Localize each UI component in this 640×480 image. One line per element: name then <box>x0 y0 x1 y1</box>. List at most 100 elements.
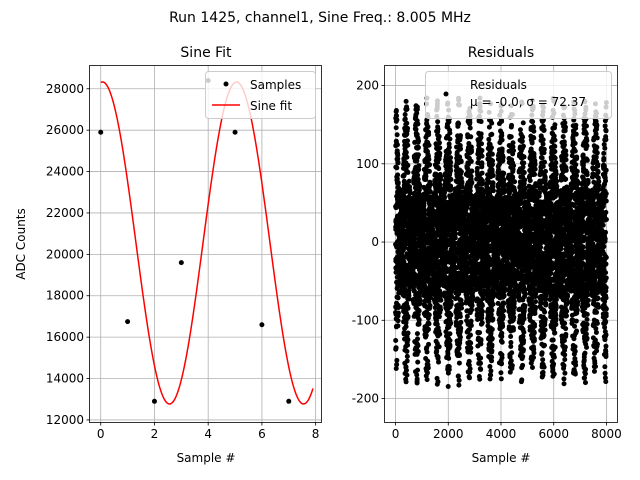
residual-point <box>425 326 431 332</box>
residual-point <box>490 158 496 164</box>
residual-point <box>436 133 442 139</box>
residual-point <box>412 235 418 241</box>
residual-point <box>469 168 475 174</box>
residual-point <box>422 283 428 289</box>
sample-point <box>151 398 157 404</box>
residual-point <box>521 337 527 343</box>
residual-point <box>468 318 474 324</box>
legend-samples-marker <box>223 81 229 87</box>
residual-point <box>436 359 442 365</box>
residual-point <box>519 377 525 383</box>
residual-point <box>520 143 526 149</box>
residual-point <box>406 296 412 302</box>
residual-point <box>414 110 420 116</box>
sine-fit-ytick-label: 20000 <box>46 247 84 261</box>
residual-point <box>501 308 507 314</box>
residual-point <box>448 159 454 165</box>
residual-point <box>394 132 400 138</box>
sine-fit-xtick-label: 2 <box>151 427 159 441</box>
residual-point <box>487 363 493 369</box>
residual-point <box>501 293 507 299</box>
residual-point <box>490 180 496 186</box>
residual-point <box>500 154 506 160</box>
sine-fit-xtick-label: 4 <box>204 427 212 441</box>
residual-point <box>436 344 442 350</box>
residual-point <box>402 244 408 250</box>
residual-point <box>456 121 462 127</box>
residual-point <box>425 358 431 364</box>
residual-point <box>436 314 442 320</box>
residual-point <box>459 189 465 195</box>
residual-point <box>455 373 461 379</box>
residual-point <box>468 134 474 140</box>
residual-point <box>464 313 470 319</box>
residual-point <box>403 379 409 385</box>
residual-point <box>508 334 514 340</box>
residual-point <box>498 361 504 367</box>
residual-point <box>456 360 462 366</box>
residual-point <box>424 370 430 376</box>
residual-point <box>445 384 451 390</box>
residual-point <box>522 177 528 183</box>
residual-point <box>394 117 400 123</box>
residual-point <box>448 312 454 318</box>
residual-point <box>415 367 421 373</box>
residual-point <box>415 144 421 150</box>
residual-point <box>470 294 476 300</box>
residual-point <box>489 307 495 313</box>
sample-point <box>125 319 131 325</box>
residual-point <box>520 347 526 353</box>
residual-point <box>477 330 483 336</box>
residual-point <box>458 319 464 325</box>
residual-point <box>508 358 514 364</box>
sine-fit-title: Sine Fit <box>180 45 232 61</box>
residual-point <box>459 301 465 307</box>
residual-point <box>446 367 452 373</box>
residual-point <box>478 131 484 137</box>
residual-point <box>510 327 516 333</box>
residual-point <box>501 177 507 183</box>
residual-point <box>438 307 444 313</box>
residual-point <box>416 163 422 169</box>
sine-fit-ytick-label: 22000 <box>46 206 84 220</box>
residual-point <box>478 119 484 125</box>
residual-point <box>452 235 458 241</box>
residual-point <box>424 377 430 383</box>
sample-point <box>286 398 292 404</box>
residual-point <box>395 152 401 158</box>
residual-point <box>421 200 427 206</box>
residual-point <box>488 145 494 151</box>
residual-point <box>477 376 483 382</box>
residual-point <box>417 182 423 188</box>
residual-point <box>435 355 441 361</box>
residual-point <box>456 352 462 358</box>
sine-fit-ytick-label: 16000 <box>46 330 84 344</box>
residual-point <box>467 326 473 332</box>
sine-fit-ylabel: ADC Counts <box>14 208 28 280</box>
residual-point <box>489 342 495 348</box>
residual-point <box>486 136 492 142</box>
residual-point <box>489 354 495 360</box>
residual-point <box>500 323 506 329</box>
residual-point <box>395 310 401 316</box>
residual-point <box>428 181 434 187</box>
residual-point <box>435 119 441 125</box>
residual-point <box>521 170 527 176</box>
residual-point <box>468 322 474 328</box>
residual-point <box>479 309 485 315</box>
sine-fit-ytick-label: 18000 <box>46 289 84 303</box>
residual-point <box>395 318 401 324</box>
residual-point <box>448 155 454 161</box>
sine-fit-panel: Sine Fit Sample # ADC Counts 0 2 4 6 8120001… <box>14 45 322 465</box>
residual-point <box>520 354 526 360</box>
residual-point <box>394 357 400 363</box>
residual-point <box>406 178 412 184</box>
sine-fit-ytick-label: 28000 <box>46 82 84 96</box>
residual-point <box>489 336 495 342</box>
residual-point <box>521 316 527 322</box>
residual-point <box>477 360 483 366</box>
residual-point <box>416 167 422 173</box>
residual-point <box>393 345 399 351</box>
residual-point <box>468 149 474 155</box>
residual-point <box>405 162 411 168</box>
